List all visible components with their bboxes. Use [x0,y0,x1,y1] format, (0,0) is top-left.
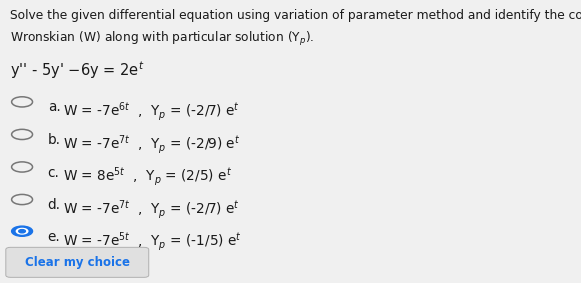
Circle shape [16,228,28,234]
Text: b.: b. [48,133,60,147]
Text: e.: e. [48,230,60,244]
Text: d.: d. [48,198,60,212]
Text: W = -7e$^{5t}$  ,  Y$_p$ = (-1/5) e$^t$: W = -7e$^{5t}$ , Y$_p$ = (-1/5) e$^t$ [63,230,242,253]
Text: y'' - 5y' −6y = 2e$^t$: y'' - 5y' −6y = 2e$^t$ [10,59,145,81]
Text: W = -7e$^{7t}$  ,  Y$_p$ = (-2/7) e$^t$: W = -7e$^{7t}$ , Y$_p$ = (-2/7) e$^t$ [63,198,240,221]
Text: Solve the given differential equation using variation of parameter method and id: Solve the given differential equation us… [10,9,581,22]
FancyBboxPatch shape [6,247,149,277]
Circle shape [12,226,33,236]
Text: a.: a. [48,100,60,114]
Text: c.: c. [48,166,59,179]
Text: Clear my choice: Clear my choice [25,256,130,269]
Text: Wronskian (W) along with particular solution (Y$_p$).: Wronskian (W) along with particular solu… [10,30,315,48]
Circle shape [19,230,26,233]
Text: W = -7e$^{7t}$  ,  Y$_p$ = (-2/9) e$^t$: W = -7e$^{7t}$ , Y$_p$ = (-2/9) e$^t$ [63,133,240,156]
Text: W = -7e$^{6t}$  ,  Y$_p$ = (-2/7) e$^t$: W = -7e$^{6t}$ , Y$_p$ = (-2/7) e$^t$ [63,100,240,123]
Text: W = 8e$^{5t}$  ,  Y$_p$ = (2/5) e$^t$: W = 8e$^{5t}$ , Y$_p$ = (2/5) e$^t$ [63,166,232,188]
